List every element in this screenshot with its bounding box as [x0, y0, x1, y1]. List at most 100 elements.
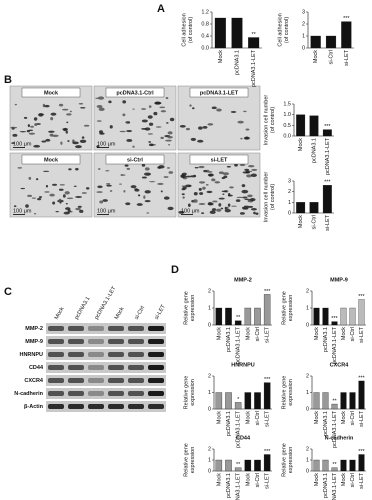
- bar: [309, 202, 319, 214]
- blot-band: [108, 326, 124, 331]
- chart-title: MMP-2: [234, 277, 252, 283]
- cell: [182, 186, 187, 190]
- x-tick-label: si-LET: [265, 326, 271, 343]
- cell: [243, 110, 247, 113]
- cell: [12, 133, 18, 137]
- x-tick-label: si-LET: [359, 472, 365, 489]
- cell: [141, 127, 148, 130]
- cell: [43, 170, 50, 172]
- cell: [81, 192, 87, 194]
- y-axis-label: Cell adhesion: [181, 13, 187, 46]
- cell: [187, 203, 191, 207]
- cell: [119, 130, 126, 133]
- cell: [202, 186, 206, 190]
- cell: [38, 113, 44, 117]
- bar: [331, 403, 338, 410]
- cell: [126, 167, 131, 170]
- cell: [19, 131, 27, 133]
- cell: [203, 169, 208, 173]
- cell: [73, 185, 77, 187]
- panel-label: A: [157, 3, 165, 15]
- chart-title: N-cadherin: [325, 435, 354, 441]
- cell: [67, 140, 70, 142]
- y-axis-label: Relative gene: [183, 443, 189, 477]
- cell: [75, 167, 79, 171]
- cell: [79, 209, 84, 213]
- cell: [147, 133, 153, 135]
- cell: [125, 121, 128, 123]
- blot-band: [68, 404, 84, 409]
- y-tick-label: 0: [306, 406, 309, 412]
- blot-strip: [46, 401, 166, 412]
- y-axis-label: expression: [190, 447, 196, 474]
- y-axis-label: expression: [288, 447, 294, 474]
- blot-band: [68, 365, 84, 370]
- x-tick-label: pcDNA3.1: [323, 411, 329, 436]
- cell: [160, 110, 167, 113]
- cell: [191, 107, 195, 110]
- significance-label: **: [332, 462, 337, 468]
- cell: [33, 144, 41, 148]
- x-tick-label: si-Ctrl: [255, 473, 261, 487]
- y-axis-label: expression: [288, 379, 294, 406]
- cell: [130, 185, 137, 189]
- x-tick-label: pcDNA3.1-LET: [236, 326, 242, 364]
- scale-bar-label: 100 μm: [97, 141, 116, 147]
- cell: [221, 190, 228, 193]
- significance-label: **: [332, 399, 337, 405]
- cell: [146, 212, 150, 214]
- blot-band: [48, 326, 64, 331]
- blot-band: [48, 378, 64, 383]
- significance-label: ***: [358, 375, 365, 381]
- blot-band: [68, 339, 84, 344]
- cell: [34, 123, 38, 127]
- y-tick-label: 0.5: [283, 123, 291, 129]
- bar: [313, 392, 320, 410]
- x-tick-label: pcDNA3.1-LET: [332, 410, 338, 448]
- x-tick-label: Mock: [298, 215, 304, 228]
- bar: [322, 185, 332, 214]
- cell: [251, 168, 258, 171]
- cell: [155, 126, 162, 128]
- y-axis-label: Cell adhesion: [277, 13, 283, 46]
- bar: [313, 307, 320, 326]
- cell: [31, 197, 37, 199]
- blot-band: [48, 352, 64, 357]
- x-tick-label: si-Ctrl: [328, 50, 334, 64]
- y-axis-label: Invasion cell number: [263, 172, 269, 223]
- cell: [247, 194, 253, 198]
- protein-label: HNRNPU: [19, 352, 43, 358]
- bar: [214, 17, 226, 49]
- cell: [190, 137, 197, 142]
- blot-band: [128, 326, 144, 331]
- blot-band: [148, 404, 164, 409]
- protein-label: CXCR4: [24, 378, 44, 384]
- x-tick-label: pcDNA3.1-LET: [325, 137, 331, 175]
- significance-label: ***: [324, 124, 331, 130]
- y-axis-label: expression: [190, 295, 196, 322]
- chart-title: CD44: [236, 435, 251, 441]
- protein-label: MMP-2: [25, 326, 43, 332]
- blot-band: [148, 365, 164, 370]
- blot-band: [68, 352, 84, 357]
- cell: [216, 108, 222, 112]
- x-tick-label: si-LET: [325, 214, 331, 231]
- cell: [253, 211, 256, 215]
- cell: [136, 203, 143, 206]
- cell: [109, 190, 113, 192]
- blot-band: [108, 391, 124, 396]
- x-tick-label: si-Ctrl: [255, 327, 261, 341]
- bar: [244, 392, 252, 410]
- y-tick-label: 3: [302, 9, 305, 15]
- cell: [38, 196, 43, 198]
- bar: [225, 307, 232, 326]
- cell: [20, 187, 26, 190]
- cell: [160, 136, 164, 140]
- cell: [160, 190, 163, 193]
- cell: [106, 182, 111, 185]
- cell: [198, 203, 206, 205]
- x-tick-label: Mock: [298, 138, 304, 151]
- x-tick-label: pcDNA3.1: [311, 138, 317, 163]
- y-tick-label: 1: [208, 305, 211, 311]
- cell: [143, 195, 146, 199]
